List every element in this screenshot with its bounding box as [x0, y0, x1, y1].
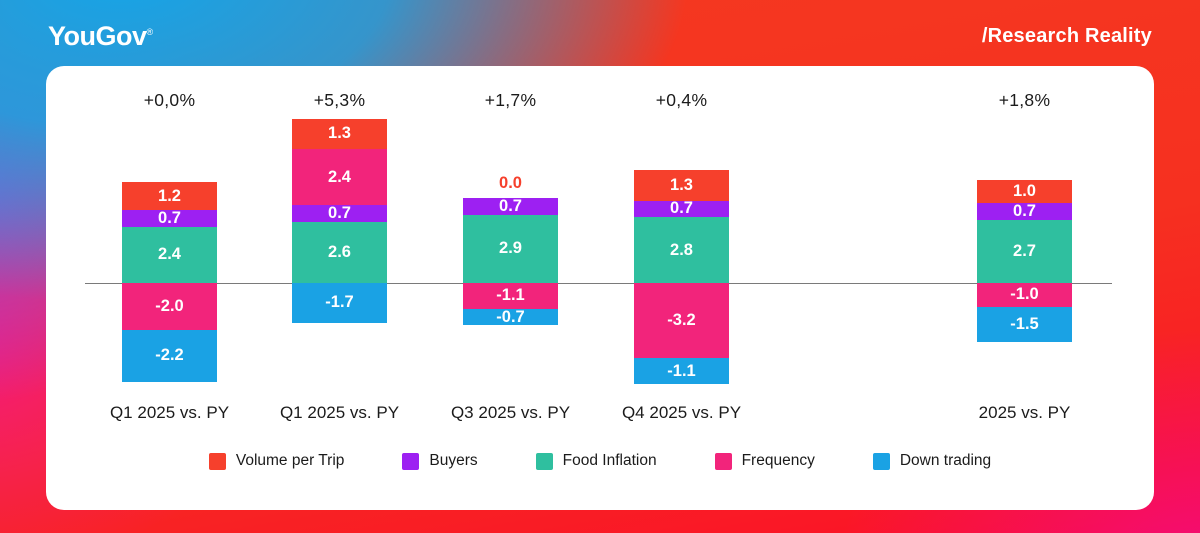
bar-segment-down-trading: -1.1: [634, 358, 729, 385]
chart-legend: Volume per Trip Buyers Food Inflation Frequ…: [46, 452, 1154, 470]
legend-swatch-down-trading: [872, 452, 890, 470]
plot-area: +0,0% Q1 2025 vs. PY 1.2 0.7 2.4 -2.0 -2.2 +5,3…: [46, 66, 1154, 510]
bar-segment-volume-per-trip: 1.0: [977, 179, 1072, 204]
bar-segment-buyers: 0.7: [463, 197, 558, 215]
group-total-label: +1,8%: [998, 90, 1051, 110]
bar-segment-frequency: -2.0: [122, 283, 217, 330]
bar-segment-food-inflation: 2.4: [122, 226, 217, 283]
bar-segment-volume-per-trip: 1.3: [634, 170, 729, 201]
legend-label: Frequency: [741, 452, 815, 469]
legend-item-volume-per-trip: Volume per Trip: [208, 452, 345, 470]
bar-segment-down-trading: -0.7: [463, 308, 558, 326]
research-reality-tagline: /Research Reality: [981, 25, 1152, 47]
group-total-label: +0,0%: [143, 90, 196, 110]
bar-segment-down-trading: -1.7: [292, 283, 387, 323]
bar-segment-buyers: 0.7: [977, 202, 1072, 220]
legend-label: Down trading: [899, 452, 992, 469]
bar-segment-food-inflation: 2.9: [463, 214, 558, 283]
bar-segment-volume-per-trip: 1.3: [292, 118, 387, 150]
zero-value-label-volume-per-trip: 0.0: [499, 174, 522, 193]
yougov-logo-text: YouGov: [48, 21, 147, 51]
bar-segment-food-inflation: 2.7: [977, 219, 1072, 283]
group-axis-label: Q1 2025 vs. PY: [279, 403, 400, 422]
group-total-label: +5,3%: [313, 90, 366, 110]
bar-segment-frequency: -3.2: [634, 283, 729, 359]
legend-swatch-volume-per-trip: [208, 452, 226, 470]
bar-segment-volume-per-trip: 1.2: [122, 181, 217, 211]
legend-item-frequency: Frequency: [714, 452, 815, 470]
bar-segment-buyers: 0.7: [634, 199, 729, 217]
bar-segment-frequency: -1.1: [463, 283, 558, 309]
chart-card: +0,0% Q1 2025 vs. PY 1.2 0.7 2.4 -2.0 -2.2 +5,3…: [46, 66, 1154, 510]
bar-segment-food-inflation: 2.6: [292, 221, 387, 283]
legend-swatch-food-inflation: [535, 452, 553, 470]
group-axis-label: 2025 vs. PY: [978, 403, 1071, 422]
bar-segment-frequency: 2.4: [292, 149, 387, 206]
legend-item-buyers: Buyers: [402, 452, 478, 470]
legend-swatch-frequency: [714, 452, 732, 470]
yougov-logo: YouGov®: [48, 21, 153, 52]
bar-segment-frequency: -1.0: [977, 283, 1072, 307]
bar-segment-food-inflation: 2.8: [634, 217, 729, 283]
group-total-label: +1,7%: [484, 90, 537, 110]
legend-item-down-trading: Down trading: [872, 452, 992, 470]
registered-trademark-icon: ®: [146, 27, 154, 37]
legend-label: Buyers: [429, 452, 478, 469]
group-total-label: +0,4%: [655, 90, 708, 110]
page-header: YouGov® /Research Reality: [0, 0, 1200, 66]
bar-segment-down-trading: -2.2: [122, 330, 217, 382]
bar-segment-buyers: 0.7: [122, 209, 217, 227]
zero-baseline: [85, 283, 1112, 284]
group-axis-label: Q3 2025 vs. PY: [450, 403, 571, 422]
legend-item-food-inflation: Food Inflation: [535, 452, 657, 470]
group-axis-label: Q4 2025 vs. PY: [621, 403, 742, 422]
legend-label: Volume per Trip: [235, 452, 345, 469]
legend-label: Food Inflation: [562, 452, 657, 469]
legend-swatch-buyers: [402, 452, 420, 470]
bar-segment-buyers: 0.7: [292, 204, 387, 222]
bar-segment-down-trading: -1.5: [977, 306, 1072, 342]
group-axis-label: Q1 2025 vs. PY: [109, 403, 230, 422]
